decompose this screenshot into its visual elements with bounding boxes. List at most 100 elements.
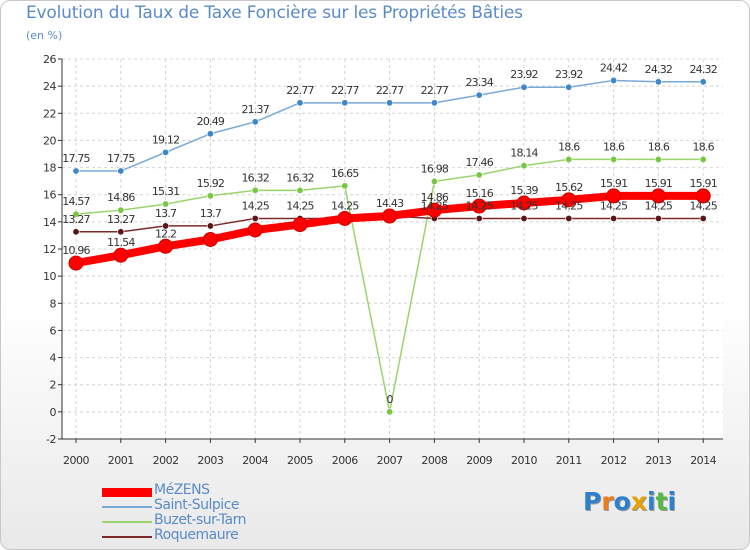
- data-label-saint-sulpice: 22.77: [286, 84, 314, 97]
- data-point-roquemaure: [162, 222, 170, 230]
- data-label-saint-sulpice: 22.77: [331, 84, 359, 97]
- x-tick-label: 2002: [153, 454, 179, 467]
- x-tick-label: 2006: [332, 454, 358, 467]
- data-point-saint-sulpice: [699, 78, 707, 86]
- x-tick-label: 2008: [421, 454, 447, 467]
- data-point-buzet-sur-tarn: [654, 155, 662, 163]
- data-point-buzet-sur-tarn: [430, 177, 438, 185]
- y-tick-label: 6: [50, 324, 57, 337]
- data-label-m-zens: 15.91: [645, 177, 673, 190]
- data-point-m-zens: [606, 188, 622, 204]
- y-tick-label: 18: [43, 162, 56, 175]
- data-point-m-zens: [337, 210, 353, 226]
- data-point-saint-sulpice: [610, 76, 618, 84]
- legend-swatch: [102, 487, 152, 497]
- data-point-roquemaure: [475, 214, 483, 222]
- data-point-m-zens: [158, 238, 174, 254]
- data-point-buzet-sur-tarn: [475, 171, 483, 179]
- legend-swatch: [102, 521, 152, 523]
- y-tick-label: -2: [46, 433, 56, 446]
- data-point-saint-sulpice: [117, 167, 125, 175]
- x-tick-label: 2012: [601, 454, 627, 467]
- data-point-m-zens: [113, 247, 129, 263]
- data-label-roquemaure: 14.25: [600, 199, 628, 212]
- data-label-m-zens: 12.2: [155, 227, 176, 240]
- data-point-m-zens: [650, 188, 666, 204]
- data-label-saint-sulpice: 22.77: [376, 84, 404, 97]
- data-point-buzet-sur-tarn: [162, 200, 170, 208]
- data-label-m-zens: 14.86: [421, 191, 449, 204]
- data-point-buzet-sur-tarn: [72, 210, 80, 218]
- y-tick-label: 16: [43, 189, 56, 202]
- chart-unit-label: (en %): [26, 29, 63, 42]
- x-tick-label: 2000: [63, 454, 89, 467]
- data-point-saint-sulpice: [475, 91, 483, 99]
- data-point-buzet-sur-tarn: [341, 182, 349, 190]
- data-point-m-zens: [202, 232, 218, 247]
- data-point-buzet-sur-tarn: [251, 186, 259, 194]
- data-point-roquemaure: [699, 214, 707, 222]
- data-label-roquemaure: 14.43: [376, 197, 404, 210]
- data-point-saint-sulpice: [296, 99, 304, 107]
- data-label-m-zens: 15.91: [600, 177, 628, 190]
- data-label-buzet-sur-tarn: 16.32: [286, 171, 314, 184]
- data-point-buzet-sur-tarn: [117, 206, 125, 214]
- data-label-roquemaure: 13.7: [155, 207, 177, 220]
- x-tick-label: 2001: [108, 454, 134, 467]
- data-label-saint-sulpice: 17.75: [107, 152, 135, 165]
- data-label-m-zens: 15.16: [465, 187, 493, 200]
- data-label-saint-sulpice: 23.92: [510, 68, 538, 81]
- data-point-saint-sulpice: [251, 118, 259, 126]
- data-label-roquemaure: 14.25: [555, 199, 583, 212]
- data-point-roquemaure: [72, 228, 80, 236]
- y-tick-label: 26: [43, 53, 56, 66]
- data-point-roquemaure: [654, 214, 662, 222]
- data-point-m-zens: [68, 255, 84, 271]
- data-label-roquemaure: 14.25: [465, 199, 493, 212]
- data-point-m-zens: [426, 202, 442, 218]
- data-point-m-zens: [516, 195, 532, 211]
- y-tick-label: 20: [43, 134, 56, 147]
- x-tick-label: 2003: [197, 454, 223, 467]
- y-tick-label: 12: [43, 243, 56, 256]
- data-label-buzet-sur-tarn: 15.31: [152, 185, 180, 198]
- x-tick-label: 2007: [377, 454, 403, 467]
- data-label-roquemaure: 14.25: [421, 199, 449, 212]
- data-label-saint-sulpice: 24.32: [645, 63, 673, 76]
- data-point-buzet-sur-tarn: [206, 192, 214, 200]
- x-tick-label: 2013: [645, 454, 671, 467]
- data-label-m-zens: 15.91: [689, 177, 717, 190]
- data-point-roquemaure: [251, 214, 259, 222]
- data-label-saint-sulpice: 19.12: [152, 133, 180, 146]
- y-tick-label: 24: [43, 80, 56, 93]
- data-label-buzet-sur-tarn: 18.6: [603, 140, 625, 153]
- legend-label: Buzet-sur-Tarn: [154, 512, 246, 528]
- data-label-roquemaure: 13.7: [200, 207, 222, 220]
- data-point-buzet-sur-tarn: [520, 162, 528, 170]
- y-tick-label: 0: [50, 406, 57, 419]
- data-label-buzet-sur-tarn: 14.57: [62, 195, 90, 208]
- x-tick-label: 2009: [466, 454, 492, 467]
- data-label-saint-sulpice: 21.37: [241, 103, 269, 116]
- y-tick-label: 14: [43, 216, 56, 229]
- data-point-saint-sulpice: [430, 99, 438, 107]
- data-point-m-zens: [695, 188, 711, 204]
- data-label-saint-sulpice: 20.49: [197, 115, 225, 128]
- data-point-saint-sulpice: [654, 78, 662, 86]
- y-tick-label: 22: [43, 107, 56, 120]
- data-label-buzet-sur-tarn: 17.46: [465, 156, 493, 169]
- data-label-saint-sulpice: 22.77: [421, 84, 449, 97]
- data-label-saint-sulpice: 17.75: [62, 152, 90, 165]
- legend-label: Roquemaure: [154, 527, 239, 543]
- data-point-saint-sulpice: [162, 148, 170, 156]
- data-label-buzet-sur-tarn: 18.14: [510, 147, 538, 160]
- data-label-buzet-sur-tarn: 16.32: [241, 171, 269, 184]
- data-point-m-zens: [561, 192, 577, 208]
- x-tick-label: 2010: [511, 454, 537, 467]
- data-label-roquemaure: 14.25: [331, 199, 359, 212]
- data-label-roquemaure: 14.25: [689, 199, 717, 212]
- x-tick-label: 2014: [690, 454, 716, 467]
- data-label-m-zens: 15.39: [510, 184, 538, 197]
- data-point-roquemaure: [565, 214, 573, 222]
